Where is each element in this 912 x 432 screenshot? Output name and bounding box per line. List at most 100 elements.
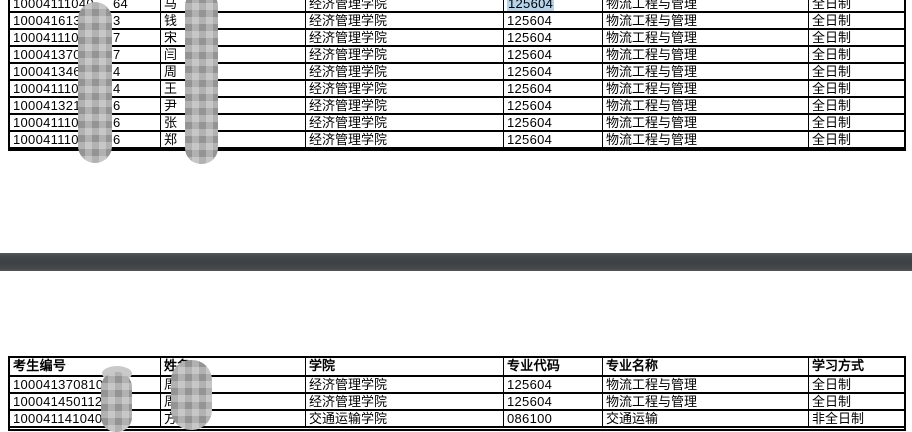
cell-name: 周 bbox=[160, 64, 305, 79]
cell-name: 钱 bbox=[160, 13, 305, 28]
major-code-text: 125604 bbox=[507, 377, 553, 392]
table-row: 100041321108 6 尹经济管理学院 125604 物流工程与管理 全日制 bbox=[10, 98, 904, 115]
cell-major-name: 物流工程与管理 bbox=[602, 98, 808, 113]
candidate-no-suffix: 6 bbox=[113, 98, 121, 113]
cell-major-name: 物流工程与管理 bbox=[602, 13, 808, 28]
cell-candidate-no: 10004161331 3 bbox=[10, 13, 160, 28]
cell-major-name: 物流工程与管理 bbox=[602, 394, 808, 409]
cell-college: 经济管理学院 bbox=[305, 0, 503, 11]
search-highlight: 125604 bbox=[507, 0, 555, 11]
major-code-text: 125604 bbox=[507, 64, 553, 79]
cell-study-mode: 全日制 bbox=[808, 47, 904, 62]
candidate-no-suffix: 64 bbox=[113, 0, 129, 11]
cell-college: 经济管理学院 bbox=[305, 377, 503, 392]
header-cell-study-mode: 学习方式 bbox=[808, 358, 904, 375]
cell-study-mode: 全日制 bbox=[808, 98, 904, 113]
cell-study-mode: 全日制 bbox=[808, 132, 904, 147]
candidate-no-prefix: 1000411410400 bbox=[13, 411, 110, 426]
cell-name: 郑 bbox=[160, 132, 305, 147]
cell-study-mode: 全日制 bbox=[808, 30, 904, 45]
cell-study-mode: 全日制 bbox=[808, 377, 904, 392]
table-row: 100041110402 4 王经济管理学院 125604 物流工程与管理 全日制 bbox=[10, 81, 904, 98]
cell-college: 经济管理学院 bbox=[305, 30, 503, 45]
cell-name: 尹 bbox=[160, 98, 305, 113]
cell-college: 经济管理学院 bbox=[305, 394, 503, 409]
header-cell-candidate-no: 考生编号 bbox=[13, 358, 67, 373]
redaction-blob-top-numbers bbox=[78, 2, 112, 163]
table-row: 100041370209 7 闫经济管理学院 125604 物流工程与管理 全日制 bbox=[10, 47, 904, 64]
cell-study-mode: 全日制 bbox=[808, 13, 904, 28]
header-cell-major-name: 专业名称 bbox=[602, 358, 808, 375]
redaction-blob-bottom-names bbox=[171, 360, 212, 430]
candidate-no-suffix: 4 bbox=[113, 64, 121, 79]
major-code-text: 125604 bbox=[507, 394, 553, 409]
major-code-text: 125604 bbox=[507, 81, 553, 96]
cell-name: 闫 bbox=[160, 47, 305, 62]
cell-major-name: 物流工程与管理 bbox=[602, 81, 808, 96]
cell-major-name: 物流工程与管理 bbox=[602, 30, 808, 45]
bottom-table: 考生编号 姓名 学院 专业代码 专业名称 学习方式 1000413708103周… bbox=[8, 356, 906, 431]
candidate-no-suffix: 6 bbox=[113, 132, 121, 147]
candidate-no-prefix: 1000414501123 bbox=[13, 394, 110, 409]
candidate-no-prefix: 1000413708103 bbox=[13, 377, 111, 392]
cell-college: 经济管理学院 bbox=[305, 132, 503, 147]
candidate-no-suffix: 3 bbox=[113, 13, 121, 28]
candidate-no-suffix: 4 bbox=[113, 81, 121, 96]
cell-major-name: 物流工程与管理 bbox=[602, 115, 808, 130]
table-row: 1000413708103周经济管理学院125604物流工程与管理全日制 bbox=[10, 377, 904, 394]
cell-study-mode: 全日制 bbox=[808, 0, 904, 11]
cell-major-code: 125604 bbox=[503, 64, 602, 79]
top-table: 10004111040 64 马经济管理学院 125604 物流工程与管理 全日制 1000… bbox=[8, 0, 906, 151]
redaction-blob-bottom-numbers bbox=[101, 372, 132, 432]
cell-name: 马 bbox=[160, 0, 305, 11]
cell-major-code: 125604 bbox=[503, 30, 602, 45]
cell-college: 经济管理学院 bbox=[305, 64, 503, 79]
candidate-no-suffix: 7 bbox=[113, 47, 121, 62]
cell-candidate-no: 1000414501123 bbox=[10, 394, 160, 409]
cell-major-code: 125604 bbox=[503, 132, 602, 147]
cell-major-code: 125604 bbox=[503, 0, 602, 11]
cell-study-mode: 非全日制 bbox=[808, 411, 904, 426]
cell-major-name: 物流工程与管理 bbox=[602, 64, 808, 79]
major-code-text: 125604 bbox=[507, 115, 553, 130]
cell-major-code: 125604 bbox=[503, 98, 602, 113]
cell-name: 王 bbox=[160, 81, 305, 96]
major-code-text: 086100 bbox=[507, 411, 553, 426]
cell-candidate-no: 1000413708103 bbox=[10, 377, 160, 392]
cell-major-code: 125604 bbox=[503, 13, 602, 28]
major-code-text: 125604 bbox=[507, 47, 553, 62]
table-row: 10004161331 3 钱经济管理学院 125604 物流工程与管理 全日制 bbox=[10, 13, 904, 30]
table-row: 1000411410400 方交通运输学院 086100 交通运输 非全日制 bbox=[10, 411, 904, 428]
cell-major-name: 物流工程与管理 bbox=[602, 0, 808, 11]
cell-major-code: 125604 bbox=[503, 115, 602, 130]
cell-name: 宋 bbox=[160, 30, 305, 45]
major-code-text: 125604 bbox=[507, 30, 553, 45]
table-row: 100041110402 7 宋经济管理学院 125604 物流工程与管理 全日制 bbox=[10, 30, 904, 47]
cell-name: 张 bbox=[160, 115, 305, 130]
cell-college: 经济管理学院 bbox=[305, 115, 503, 130]
cell-major-name: 物流工程与管理 bbox=[602, 47, 808, 62]
cell-major-code: 125604 bbox=[503, 47, 602, 62]
major-code-text: 125604 bbox=[507, 13, 553, 28]
candidate-no-suffix: 6 bbox=[113, 115, 121, 130]
cell-study-mode: 全日制 bbox=[808, 81, 904, 96]
cell-major-code: 125604 bbox=[503, 377, 602, 392]
header-cell-major-code: 专业代码 bbox=[503, 358, 602, 375]
cell-major-code: 125604 bbox=[503, 81, 602, 96]
cell-study-mode: 全日制 bbox=[808, 64, 904, 79]
table-row: 10004111040 64 马经济管理学院 125604 物流工程与管理 全日制 bbox=[10, 0, 904, 13]
cell-college: 交通运输学院 bbox=[305, 411, 503, 426]
header-cell-college: 学院 bbox=[305, 358, 503, 375]
cell-major-code: 086100 bbox=[503, 411, 602, 426]
cell-college: 经济管理学院 bbox=[305, 13, 503, 28]
candidate-no-prefix: 10004161331 bbox=[13, 13, 96, 28]
table-row: 100041346009 4 周经济管理学院 125604 物流工程与管理 全日制 bbox=[10, 64, 904, 81]
redaction-blob-top-names bbox=[185, 0, 218, 164]
cell-study-mode: 全日制 bbox=[808, 394, 904, 409]
cell-study-mode: 全日制 bbox=[808, 115, 904, 130]
cell-college: 经济管理学院 bbox=[305, 47, 503, 62]
table-row: 1000414501123周经济管理学院125604物流工程与管理全日制 bbox=[10, 394, 904, 411]
cell-college: 经济管理学院 bbox=[305, 98, 503, 113]
table-header-row: 考生编号 姓名 学院 专业代码 专业名称 学习方式 bbox=[10, 358, 904, 377]
